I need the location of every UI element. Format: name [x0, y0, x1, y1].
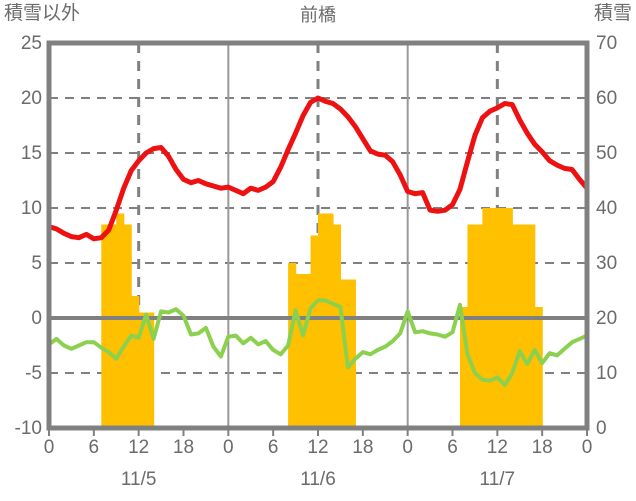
snow-other-line — [47, 298, 589, 388]
left-axis-tick-label: -10 — [14, 418, 42, 439]
precipitation-bar — [131, 296, 140, 428]
left-axis-tick-label: 15 — [20, 143, 42, 164]
right-axis-tick-label: 60 — [596, 88, 618, 109]
x-axis-day-label: 11/6 — [300, 469, 336, 490]
x-axis-tick-label: 6 — [267, 437, 279, 458]
precipitation-bar — [116, 213, 125, 428]
x-axis-day-label: 11/5 — [120, 469, 157, 490]
precipitation-bar — [288, 263, 297, 428]
x-axis-tick-label: 6 — [447, 437, 458, 458]
precipitation-bar — [318, 213, 327, 428]
left-axis-tick-label: 10 — [20, 198, 42, 219]
precipitation-bar — [534, 307, 543, 428]
x-axis-tick-label: 0 — [581, 437, 593, 458]
right-axis-title: 積雪 — [593, 3, 632, 24]
precipitation-bar — [138, 312, 147, 428]
x-axis-tick-label: 18 — [352, 437, 374, 458]
precipitation-bar — [467, 224, 476, 428]
precipitation-bar — [474, 224, 483, 428]
precipitation-bar — [332, 224, 342, 428]
x-axis-tick-label: 12 — [307, 437, 329, 458]
precipitation-bar — [310, 235, 319, 428]
precipitation-bar — [146, 312, 155, 428]
x-axis-tick-label: 12 — [486, 437, 508, 458]
snow-other-polyline — [47, 298, 589, 388]
x-axis-tick-label: 6 — [88, 437, 100, 458]
right-axis-tick-label: 10 — [596, 363, 618, 384]
left-axis-tick-label: 25 — [20, 33, 42, 54]
left-axis-tick-label: 20 — [20, 88, 42, 109]
precipitation-bar — [108, 224, 117, 428]
precipitation-bar — [519, 224, 528, 428]
page-title: 前橋 — [300, 5, 336, 25]
precipitation-bar — [347, 279, 356, 428]
right-axis-tick-label: 50 — [596, 143, 618, 164]
precipitation-bar — [123, 224, 132, 428]
left-axis-tick-label: 5 — [31, 253, 42, 274]
precipitation-bar — [325, 213, 334, 428]
precipitation-bar — [101, 224, 110, 428]
x-axis-tick-label: 0 — [402, 437, 413, 458]
right-axis-tick-label: 40 — [596, 198, 618, 219]
x-axis-tick-label: 12 — [128, 437, 150, 458]
right-axis-tick-label: 30 — [596, 253, 618, 274]
axis-ticks — [48, 42, 588, 436]
precipitation-bar — [295, 274, 304, 428]
x-axis-day-label: 11/7 — [479, 469, 516, 490]
precipitation-bar — [512, 224, 521, 428]
x-axis-tick-label: 18 — [172, 437, 195, 458]
right-axis-tick-label: 0 — [596, 418, 607, 439]
x-axis-tick-label: 0 — [43, 437, 55, 458]
precipitation-bar — [303, 274, 312, 428]
x-axis-tick-label: 0 — [223, 437, 234, 458]
x-axis-tick-label: 18 — [531, 437, 553, 458]
temperature-polyline — [46, 95, 590, 242]
left-axis-tick-label: 0 — [31, 308, 42, 329]
precipitation-bar — [527, 224, 536, 428]
left-axis-title: 積雪以外 — [4, 3, 81, 24]
right-axis-tick-label: 20 — [596, 308, 618, 329]
left-axis-tick-label: -5 — [25, 363, 42, 384]
right-axis-tick-label: 70 — [596, 33, 618, 54]
temperature-line — [46, 95, 590, 242]
precipitation-bar — [459, 307, 469, 428]
